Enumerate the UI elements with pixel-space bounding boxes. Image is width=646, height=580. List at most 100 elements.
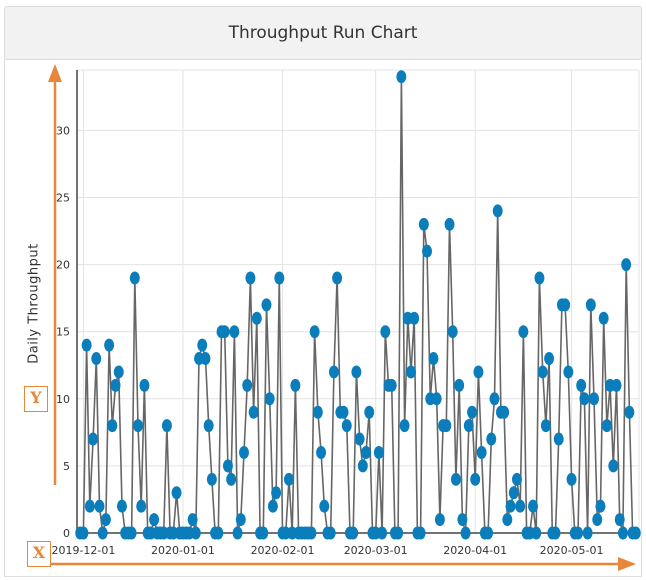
data-point: [91, 352, 102, 366]
y-tick-label: 5: [63, 460, 70, 473]
data-point: [206, 472, 217, 486]
data-point: [242, 378, 253, 392]
data-point: [261, 298, 272, 312]
x-tick-label: 2020-05-01: [540, 544, 604, 557]
data-point: [306, 526, 317, 540]
data-point: [582, 526, 593, 540]
data-point: [149, 513, 160, 527]
data-point: [595, 499, 606, 513]
data-point: [467, 405, 478, 419]
data-point: [373, 445, 384, 459]
data-point: [393, 526, 404, 540]
data-point: [630, 526, 641, 540]
data-point: [271, 486, 282, 500]
data-point: [553, 432, 564, 446]
data-point: [418, 217, 429, 231]
data-point: [598, 311, 609, 325]
data-point: [592, 513, 603, 527]
data-point: [84, 499, 95, 513]
data-point: [476, 445, 487, 459]
data-point: [534, 271, 545, 285]
data-point: [550, 526, 561, 540]
data-point: [560, 298, 571, 312]
data-point: [97, 526, 108, 540]
data-point: [332, 271, 343, 285]
data-point: [470, 472, 481, 486]
data-point: [104, 338, 115, 352]
data-point: [614, 513, 625, 527]
data-point: [463, 419, 474, 433]
data-point: [81, 338, 92, 352]
data-point: [232, 526, 243, 540]
data-point: [88, 432, 99, 446]
chart-title-bar: Throughput Run Chart: [4, 6, 642, 60]
data-point: [405, 365, 416, 379]
series: [75, 70, 641, 540]
data-point: [499, 405, 510, 419]
y-marker-box: Y: [24, 386, 48, 412]
data-point: [505, 499, 516, 513]
data-point: [589, 392, 600, 406]
y-ticks: 0 5 10 15 20 25 30: [56, 124, 70, 540]
data-point: [110, 378, 121, 392]
data-point: [219, 325, 230, 339]
data-point: [457, 513, 468, 527]
data-point: [213, 526, 224, 540]
data-point: [572, 526, 583, 540]
x-arrow-head: [618, 557, 636, 571]
data-point: [454, 378, 465, 392]
y-tick-label: 20: [56, 259, 70, 272]
data-point: [441, 419, 452, 433]
data-point: [566, 472, 577, 486]
x-tick-label: 2020-02-01: [251, 544, 315, 557]
data-point: [515, 499, 526, 513]
data-point: [399, 419, 410, 433]
data-point: [528, 499, 539, 513]
data-point: [203, 419, 214, 433]
y-tick-label: 0: [63, 527, 70, 540]
data-point: [380, 325, 391, 339]
x-ticks: 2019-12-01 2020-01-01 2020-02-01 2020-03-01…: [51, 544, 603, 557]
data-point: [473, 365, 484, 379]
data-point: [444, 217, 455, 231]
data-point: [171, 486, 182, 500]
data-point: [601, 419, 612, 433]
data-point: [139, 378, 150, 392]
data-point: [396, 70, 407, 84]
data-point: [229, 325, 240, 339]
data-point: [222, 459, 233, 473]
data-point: [129, 271, 140, 285]
data-point: [226, 472, 237, 486]
data-point: [508, 486, 519, 500]
data-point: [431, 392, 442, 406]
data-point: [502, 513, 513, 527]
data-point: [377, 526, 388, 540]
data-point: [267, 499, 278, 513]
data-point: [113, 365, 124, 379]
data-point: [486, 432, 497, 446]
data-point: [585, 298, 596, 312]
data-point: [354, 432, 365, 446]
data-point: [341, 419, 352, 433]
data-point: [116, 499, 127, 513]
data-point: [161, 419, 172, 433]
data-point: [126, 526, 137, 540]
data-point: [190, 526, 201, 540]
data-point: [544, 352, 555, 366]
grid: [76, 69, 640, 534]
data-point: [235, 513, 246, 527]
y-tick-label: 25: [56, 191, 70, 204]
data-point: [133, 419, 144, 433]
y-tick-label: 30: [56, 124, 70, 137]
data-point: [348, 526, 359, 540]
data-point: [563, 365, 574, 379]
data-point: [94, 499, 105, 513]
data-point: [238, 445, 249, 459]
data-point: [316, 445, 327, 459]
y-tick-label: 10: [56, 393, 70, 406]
data-point: [428, 352, 439, 366]
data-point: [338, 405, 349, 419]
data-point: [136, 499, 147, 513]
data-point: [483, 526, 494, 540]
data-point: [621, 258, 632, 272]
